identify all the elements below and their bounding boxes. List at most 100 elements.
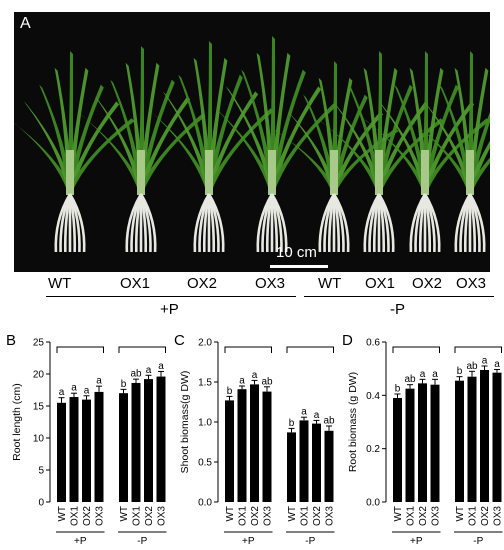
significance-label: a [96,376,102,387]
panel-label-a: A [20,15,31,32]
panel-label: C [174,332,185,349]
bar [119,393,128,502]
category-label: OX3 [431,506,442,526]
significance-label: a [71,383,77,394]
bar [225,400,234,502]
category-label: OX1 [238,506,249,526]
plant-photo: A 10 cm [14,12,490,272]
category-label: OX3 [325,506,336,526]
plant [210,36,337,253]
leaf-blade [23,101,73,190]
comparison-bracket [286,346,334,353]
bar [492,372,502,502]
stem [466,150,474,195]
panel-label: B [6,332,16,349]
scale-bar-label: 10 cm [276,244,317,261]
group-line-plus-p [46,296,296,297]
category-label: OX2 [312,506,323,526]
category-label: WT [119,506,130,522]
leaf-blade [269,86,322,190]
significance-label: ab [130,369,142,380]
bar [430,384,440,502]
significance-label: a [494,359,500,370]
bar [82,399,91,502]
leaf-blade [241,69,275,190]
group-label-plus-p: +P [160,301,179,318]
significance-label: a [239,376,245,387]
comparison-bracket [56,346,104,353]
bar [312,423,321,502]
group-label: -P [305,536,315,547]
leaf-blade [269,69,306,190]
group-label: +P [410,536,423,547]
y-tick-label: 20 [33,370,45,381]
stem [330,150,338,195]
category-label: WT [225,506,236,522]
stem [66,150,74,195]
stem [375,150,383,195]
leaf-blade [178,74,212,190]
leaf-blade [162,91,212,190]
y-tick-label: 0.6 [366,338,380,349]
significance-label: b [121,379,127,390]
plant [147,41,274,253]
root-strand [270,193,288,253]
leaf-blade [376,84,413,190]
y-tick-label: 2.0 [198,338,212,349]
bar [405,388,415,502]
significance-label: a [59,387,65,398]
significance-label: b [227,386,233,397]
category-label: OX2 [82,506,93,526]
comparison-bracket [454,346,502,353]
significance-label: a [432,369,438,380]
comparison-bracket [224,346,272,353]
leaf-blade [67,101,120,190]
significance-label: a [482,356,488,367]
significance-label: a [146,365,152,376]
y-tick-label: 1.0 [198,418,212,429]
leaf-blade [287,111,337,190]
bar [69,397,79,502]
genotype-labels: WT OX1 OX2 OX3 WT OX1 OX2 OX3 [0,275,504,297]
significance-label: ab [261,376,273,387]
group-label: +P [242,536,255,547]
stem [421,150,429,195]
significance-label: a [84,385,90,396]
plant [14,51,135,253]
y-axis-title: Root length (cm) [11,383,23,461]
bar [131,382,141,502]
bar [455,380,464,502]
chart-shoot-biomass-svg: C 0.0 0.5 1.0 1.5 2.0 Shoot biomass(g DW) b WT a O… [174,332,336,547]
bar [393,398,402,502]
plant-photo-illustration [14,36,490,268]
significance-label: b [289,418,295,429]
category-label: OX2 [144,506,155,526]
bar [57,402,66,502]
leaf-blade [303,94,337,190]
y-tick-label: 0 [38,498,44,509]
leaf-blade [376,101,429,190]
leaf-blade [39,84,73,190]
root-strand [207,193,225,253]
leaf-blade [422,84,459,190]
y-axis-title: Shoot biomass(g DW) [179,371,191,474]
y-tick-label: 0.5 [198,458,212,469]
plant [79,46,206,253]
stem [137,150,145,195]
y-tick-label: 0.0 [366,498,380,509]
category-label: WT [57,506,68,522]
root-strand [377,193,395,253]
category-label: OX3 [263,506,274,526]
group-line-minus-p [304,296,494,297]
category-label: OX1 [468,506,479,526]
root-strand [139,193,157,253]
group-label: -P [137,536,147,547]
bar [262,391,272,502]
group-label: +P [74,536,87,547]
stem [205,150,213,195]
bar [418,383,427,502]
panel-label: D [342,332,353,349]
bar [324,430,334,502]
bar [250,384,259,502]
